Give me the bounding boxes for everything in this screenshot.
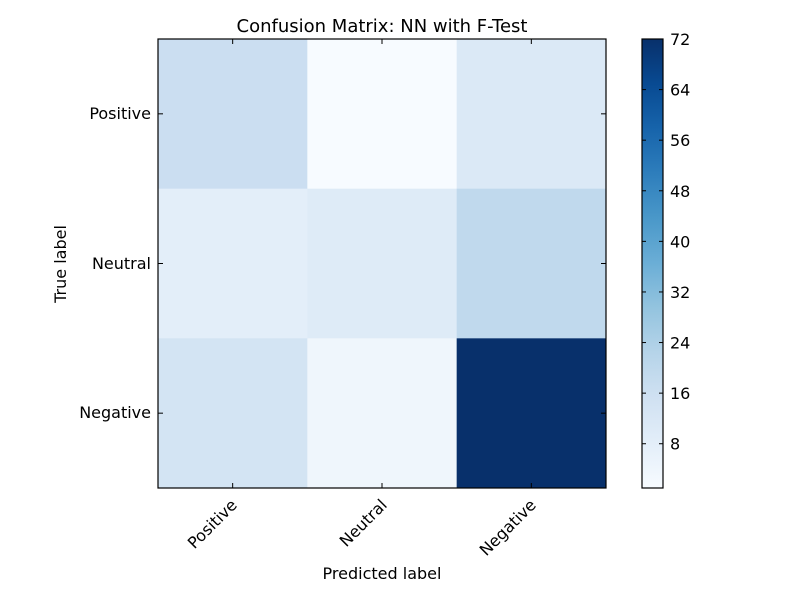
x-axis-label: Predicted label [323,564,442,583]
heatmap-cells [158,39,607,489]
cell-true-positive-pred-negative [456,39,607,190]
y-axis-label: True label [51,225,70,304]
cell-true-positive-pred-positive [158,39,308,190]
colorbar-tick-label: 72 [670,30,690,49]
x-tick-labels: Positive Neutral Negative [184,495,540,559]
cell-true-positive-pred-neutral [307,39,458,190]
colorbar-tick-label: 48 [670,182,690,201]
x-tick-label-positive: Positive [184,495,241,552]
y-tick-label-positive: Positive [89,104,151,123]
axis-ticks [158,39,606,488]
x-tick-label-neutral: Neutral [336,495,391,550]
colorbar-tick-label: 40 [670,232,690,251]
colorbar-ticks: 8 16 24 32 40 48 56 64 72 [642,30,690,454]
y-tick-label-neutral: Neutral [92,254,151,273]
colorbar-tick-label: 32 [670,283,690,302]
colorbar-tick-label: 24 [670,334,690,353]
cell-true-negative-pred-negative [456,338,607,489]
y-tick-labels: Positive Neutral Negative [79,104,151,422]
cell-true-negative-pred-neutral [307,338,458,489]
cell-true-neutral-pred-negative [456,188,607,339]
colorbar-tick-label: 64 [670,81,690,100]
colorbar-tick-label: 16 [670,384,690,403]
colorbar-tick-label: 56 [670,131,690,150]
colorbar-gradient [641,38,664,489]
colorbar: 8 16 24 32 40 48 56 64 72 [641,30,690,489]
chart-title: Confusion Matrix: NN with F-Test [237,16,528,37]
cell-true-neutral-pred-positive [158,188,308,339]
x-tick-label-negative: Negative [476,495,540,559]
colorbar-tick-label: 8 [670,435,680,454]
y-tick-label-negative: Negative [79,403,151,422]
cell-true-neutral-pred-neutral [307,188,458,339]
cell-true-negative-pred-positive [158,338,308,489]
